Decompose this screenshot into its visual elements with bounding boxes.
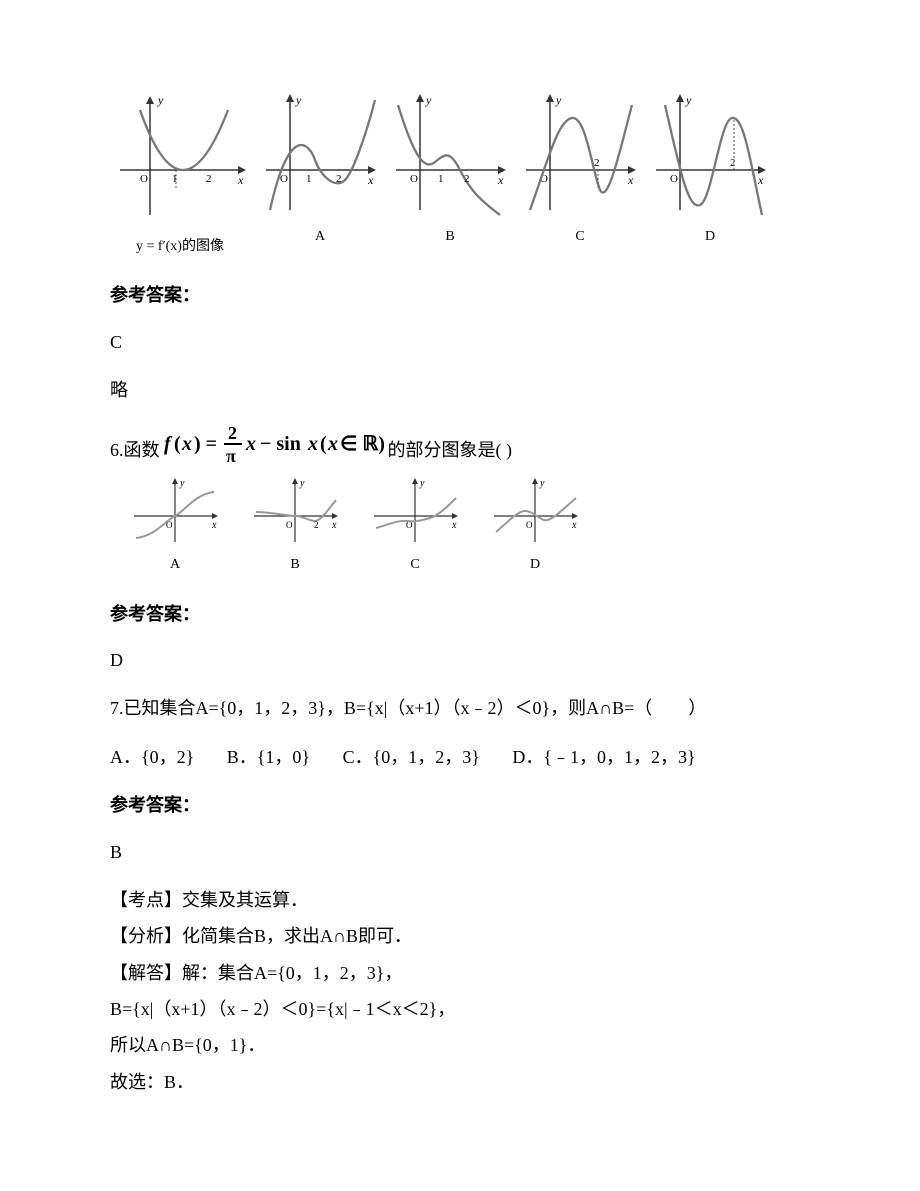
q5-skip: 略 — [110, 374, 810, 406]
q7-option-B: B．{1，0} — [227, 747, 310, 767]
svg-text:(: ( — [174, 433, 181, 455]
svg-text:y: y — [685, 93, 692, 107]
svg-text:x: x — [757, 173, 764, 187]
q7-answer-heading: 参考答案： — [110, 789, 810, 821]
q5-option-C-label: C — [575, 224, 584, 249]
q6-option-B-label: B — [290, 552, 299, 577]
q7-jieda-1: 【解答】解：集合A={0，1，2，3}， — [110, 957, 810, 989]
cubic-graph-D: y x O 2 — [650, 90, 770, 220]
svg-text:x: x — [327, 433, 338, 455]
svg-text:2: 2 — [594, 157, 600, 169]
q7-option-C: C．{0，1，2，3} — [343, 747, 480, 767]
svg-text:y: y — [539, 478, 545, 489]
svg-text:y: y — [425, 93, 432, 107]
svg-text:y: y — [295, 93, 302, 107]
q6-answer-heading: 参考答案： — [110, 598, 810, 630]
svg-text:x: x — [307, 433, 318, 455]
q5-option-D-label: D — [705, 224, 715, 249]
svg-text:x: x — [451, 520, 457, 531]
q6-option-D-label: D — [530, 552, 540, 577]
svg-text:y: y — [179, 478, 185, 489]
q7-fenxi: 【分析】化简集合B，求出A∩B即可． — [110, 920, 810, 952]
svg-text:2: 2 — [228, 423, 237, 443]
q7-question-text: 已知集合A={0，1，2，3}，B={x|（x+1）（x﹣2）＜0}，则A∩B=… — [124, 698, 707, 718]
q6-suffix: 的部分图象是( ) — [388, 434, 513, 466]
svg-text:x: x — [627, 173, 634, 187]
svg-text:x: x — [497, 173, 504, 187]
svg-text:y: y — [419, 478, 425, 489]
q5-option-A: y x O 1 2 A — [260, 90, 380, 249]
q5-answer-heading: 参考答案： — [110, 279, 810, 311]
q6-option-C-label: C — [410, 552, 419, 577]
svg-text:O: O — [670, 173, 678, 185]
q6-option-A-label: A — [170, 552, 180, 577]
svg-text:1: 1 — [172, 173, 178, 185]
q6-graph-row: y x O A y x O 2 B y x O — [130, 476, 810, 577]
q7-jieda-2: B={x|（x+1）（x﹣2）＜0}={x|﹣1＜x＜2}， — [110, 993, 810, 1025]
svg-text:1: 1 — [438, 173, 444, 185]
q5-option-A-label: A — [315, 224, 325, 249]
svg-text:∈ ℝ): ∈ ℝ) — [340, 433, 384, 455]
q6-option-D: y x O D — [490, 476, 580, 577]
svg-text:) =: ) = — [194, 433, 217, 455]
svg-text:2: 2 — [206, 173, 212, 185]
q6-formula: f ( x ) = 2 π x − sin x ( x ∈ ℝ) — [164, 422, 384, 466]
parabola-graph: y x O 1 2 — [110, 90, 250, 230]
svg-text:f: f — [164, 433, 173, 455]
svg-text:− sin: − sin — [260, 433, 301, 455]
svg-text:1: 1 — [306, 173, 312, 185]
svg-text:O: O — [410, 173, 418, 185]
q6-answer: D — [110, 644, 810, 676]
q5-option-B-label: B — [445, 224, 454, 249]
q7-option-D: D．{﹣1，0，1，2，3} — [512, 747, 695, 767]
q7-number: 7. — [110, 698, 124, 718]
q6-prefix: 函数 — [124, 434, 160, 466]
svg-text:x: x — [237, 173, 244, 187]
cubic-graph-A: y x O 1 2 — [260, 90, 380, 220]
q6-option-B: y x O 2 B — [250, 476, 340, 577]
svg-text:x: x — [331, 520, 337, 531]
svg-text:x: x — [211, 520, 217, 531]
svg-text:2: 2 — [314, 520, 319, 530]
svg-text:π: π — [226, 446, 236, 466]
svg-text:y: y — [157, 93, 164, 107]
svg-text:O: O — [526, 520, 533, 530]
svg-text:x: x — [571, 520, 577, 531]
cubic-graph-B: y x O 1 2 — [390, 90, 510, 220]
svg-text:O: O — [286, 520, 293, 530]
svg-text:x: x — [181, 433, 192, 455]
q5-option-C: y x O 2 C — [520, 90, 640, 249]
svg-text:2: 2 — [464, 173, 470, 185]
q5-graph-row: y x O 1 2 y = f′(x)的图像 y x O 1 2 A — [110, 90, 810, 259]
q6-option-A: y x O A — [130, 476, 220, 577]
svg-text:O: O — [140, 173, 148, 185]
cubic-graph-C: y x O 2 — [520, 90, 640, 220]
q5-graph-fprime: y x O 1 2 y = f′(x)的图像 — [110, 90, 250, 259]
q5-answer: C — [110, 326, 810, 358]
svg-text:x: x — [367, 173, 374, 187]
q6-option-C: y x O C — [370, 476, 460, 577]
q7-jieda-4: 故选：B． — [110, 1066, 810, 1098]
svg-text:x: x — [245, 433, 256, 455]
svg-text:2: 2 — [730, 157, 736, 169]
q6-number: 6. — [110, 434, 124, 466]
svg-text:y: y — [299, 478, 305, 489]
svg-text:y: y — [555, 93, 562, 107]
q5-option-D: y x O 2 D — [650, 90, 770, 249]
q7-options: A．{0，2} B．{1，0} C．{0，1，2，3} D．{﹣1，0，1，2，… — [110, 741, 810, 773]
q6-line: 6. 函数 f ( x ) = 2 π x − sin x ( x ∈ ℝ) 的… — [110, 422, 810, 466]
q7-option-A: A．{0，2} — [110, 747, 194, 767]
q7-text: 7.已知集合A={0，1，2，3}，B={x|（x+1）（x﹣2）＜0}，则A∩… — [110, 692, 810, 724]
q5-option-B: y x O 1 2 B — [390, 90, 510, 249]
svg-text:2: 2 — [336, 173, 342, 185]
svg-text:O: O — [280, 173, 288, 185]
q5-graph-fprime-label: y = f′(x)的图像 — [136, 234, 224, 259]
q7-jieda-3: 所以A∩B={0，1}． — [110, 1029, 810, 1061]
q7-kaodian: 【考点】交集及其运算． — [110, 884, 810, 916]
q7-answer: B — [110, 836, 810, 868]
svg-text:(: ( — [320, 433, 327, 455]
